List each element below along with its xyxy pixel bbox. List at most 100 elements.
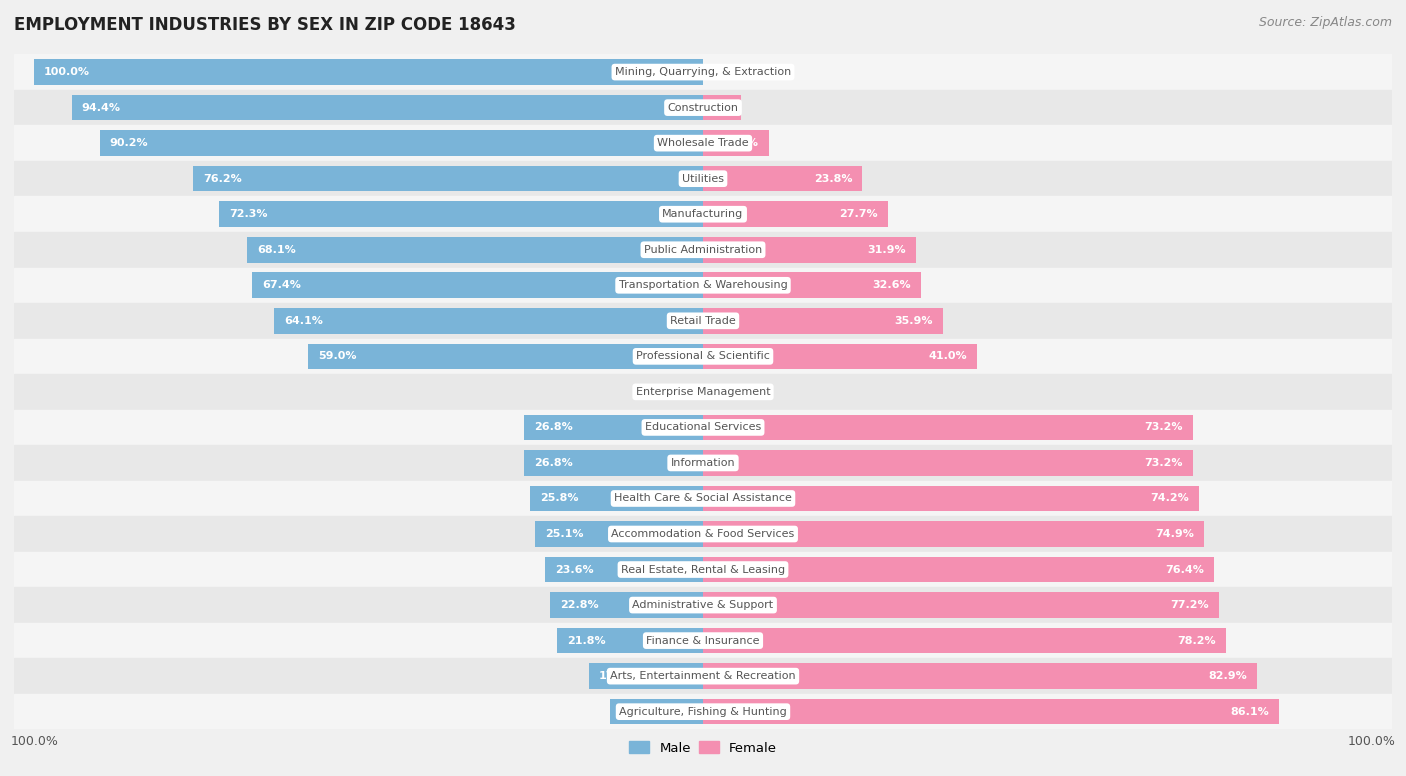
Text: 90.2%: 90.2%	[110, 138, 149, 148]
Text: Transportation & Warehousing: Transportation & Warehousing	[619, 280, 787, 290]
Text: 13.9%: 13.9%	[620, 707, 658, 717]
Text: 25.8%: 25.8%	[540, 494, 579, 504]
Text: Educational Services: Educational Services	[645, 422, 761, 432]
Bar	[536, 521, 703, 547]
Text: Enterprise Management: Enterprise Management	[636, 387, 770, 397]
Bar	[530, 486, 703, 511]
Text: Utilities: Utilities	[682, 174, 724, 184]
Text: 74.2%: 74.2%	[1150, 494, 1189, 504]
Text: Finance & Insurance: Finance & Insurance	[647, 636, 759, 646]
Bar	[703, 308, 943, 334]
Text: Source: ZipAtlas.com: Source: ZipAtlas.com	[1258, 16, 1392, 29]
Text: Health Care & Social Assistance: Health Care & Social Assistance	[614, 494, 792, 504]
Legend: Male, Female: Male, Female	[624, 736, 782, 760]
Bar	[589, 663, 703, 689]
Text: 64.1%: 64.1%	[284, 316, 323, 326]
Text: 22.8%: 22.8%	[561, 600, 599, 610]
Text: 26.8%: 26.8%	[534, 422, 572, 432]
Text: Public Administration: Public Administration	[644, 244, 762, 255]
Text: 41.0%: 41.0%	[928, 352, 967, 362]
Bar	[34, 59, 703, 85]
Bar	[703, 166, 862, 192]
Text: 59.0%: 59.0%	[318, 352, 357, 362]
Bar	[14, 623, 1392, 658]
Text: 17.1%: 17.1%	[599, 671, 637, 681]
Bar	[14, 658, 1392, 694]
Text: 0.0%: 0.0%	[665, 387, 696, 397]
Bar	[610, 699, 703, 725]
Text: Wholesale Trade: Wholesale Trade	[657, 138, 749, 148]
Bar	[72, 95, 703, 120]
Text: 76.4%: 76.4%	[1166, 565, 1204, 574]
Bar	[703, 95, 741, 120]
Bar	[703, 272, 921, 298]
Bar	[524, 414, 703, 440]
Bar	[14, 196, 1392, 232]
Bar	[703, 450, 1192, 476]
Bar	[14, 232, 1392, 268]
Text: 82.9%: 82.9%	[1209, 671, 1247, 681]
Bar	[557, 628, 703, 653]
Bar	[14, 410, 1392, 445]
Bar	[14, 338, 1392, 374]
Bar	[14, 694, 1392, 729]
Bar	[14, 303, 1392, 338]
Bar	[14, 445, 1392, 480]
Text: Professional & Scientific: Professional & Scientific	[636, 352, 770, 362]
Text: Arts, Entertainment & Recreation: Arts, Entertainment & Recreation	[610, 671, 796, 681]
Bar	[703, 699, 1279, 725]
Bar	[14, 552, 1392, 587]
Text: 25.1%: 25.1%	[546, 529, 583, 539]
Bar	[14, 161, 1392, 196]
Text: 0.0%: 0.0%	[710, 67, 741, 77]
Bar	[247, 237, 703, 262]
Text: 35.9%: 35.9%	[894, 316, 934, 326]
Text: 72.3%: 72.3%	[229, 210, 269, 219]
Text: Mining, Quarrying, & Extraction: Mining, Quarrying, & Extraction	[614, 67, 792, 77]
Text: Agriculture, Fishing & Hunting: Agriculture, Fishing & Hunting	[619, 707, 787, 717]
Text: 73.2%: 73.2%	[1144, 422, 1182, 432]
Text: 5.7%: 5.7%	[700, 102, 731, 113]
Bar	[14, 516, 1392, 552]
Text: 78.2%: 78.2%	[1177, 636, 1216, 646]
Bar	[14, 374, 1392, 410]
Text: Real Estate, Rental & Leasing: Real Estate, Rental & Leasing	[621, 565, 785, 574]
Text: 23.6%: 23.6%	[555, 565, 593, 574]
Bar	[703, 414, 1192, 440]
Bar	[193, 166, 703, 192]
Text: 32.6%: 32.6%	[872, 280, 911, 290]
Text: Manufacturing: Manufacturing	[662, 210, 744, 219]
Text: Retail Trade: Retail Trade	[671, 316, 735, 326]
Text: Construction: Construction	[668, 102, 738, 113]
Bar	[703, 486, 1199, 511]
Bar	[703, 521, 1204, 547]
Bar	[703, 628, 1226, 653]
Text: 76.2%: 76.2%	[204, 174, 242, 184]
Text: 26.8%: 26.8%	[534, 458, 572, 468]
Bar	[219, 202, 703, 227]
Bar	[252, 272, 703, 298]
Bar	[100, 130, 703, 156]
Text: 73.2%: 73.2%	[1144, 458, 1182, 468]
Bar	[14, 126, 1392, 161]
Text: Administrative & Support: Administrative & Support	[633, 600, 773, 610]
Bar	[308, 344, 703, 369]
Text: 9.8%: 9.8%	[727, 138, 758, 148]
Bar	[524, 450, 703, 476]
Text: 31.9%: 31.9%	[868, 244, 907, 255]
Text: Accommodation & Food Services: Accommodation & Food Services	[612, 529, 794, 539]
Text: 86.1%: 86.1%	[1230, 707, 1268, 717]
Text: 0.0%: 0.0%	[710, 387, 741, 397]
Bar	[703, 237, 917, 262]
Text: 23.8%: 23.8%	[814, 174, 852, 184]
Text: Information: Information	[671, 458, 735, 468]
Bar	[551, 592, 703, 618]
Bar	[14, 54, 1392, 90]
Bar	[14, 587, 1392, 623]
Text: 68.1%: 68.1%	[257, 244, 297, 255]
Bar	[703, 202, 889, 227]
Bar	[14, 480, 1392, 516]
Bar	[703, 663, 1257, 689]
Text: 21.8%: 21.8%	[567, 636, 606, 646]
Text: EMPLOYMENT INDUSTRIES BY SEX IN ZIP CODE 18643: EMPLOYMENT INDUSTRIES BY SEX IN ZIP CODE…	[14, 16, 516, 33]
